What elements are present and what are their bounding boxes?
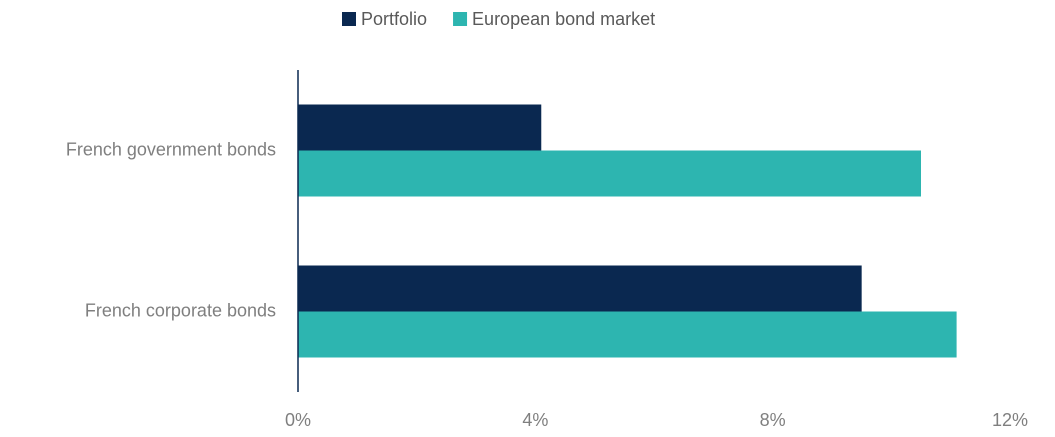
bar [298,104,542,151]
bar [298,150,921,197]
bar [298,265,862,312]
legend-text: European bond market [472,9,655,29]
x-tick-label: 12% [992,410,1028,430]
legend-text: Portfolio [361,9,427,29]
y-tick-label: French government bonds [66,139,276,159]
x-tick-label: 0% [285,410,311,430]
y-tick-label: French corporate bonds [85,300,276,320]
legend-swatch [342,12,356,26]
legend-swatch [453,12,468,26]
bar [298,311,957,358]
x-tick-label: 4% [522,410,548,430]
x-tick-label: 8% [760,410,786,430]
